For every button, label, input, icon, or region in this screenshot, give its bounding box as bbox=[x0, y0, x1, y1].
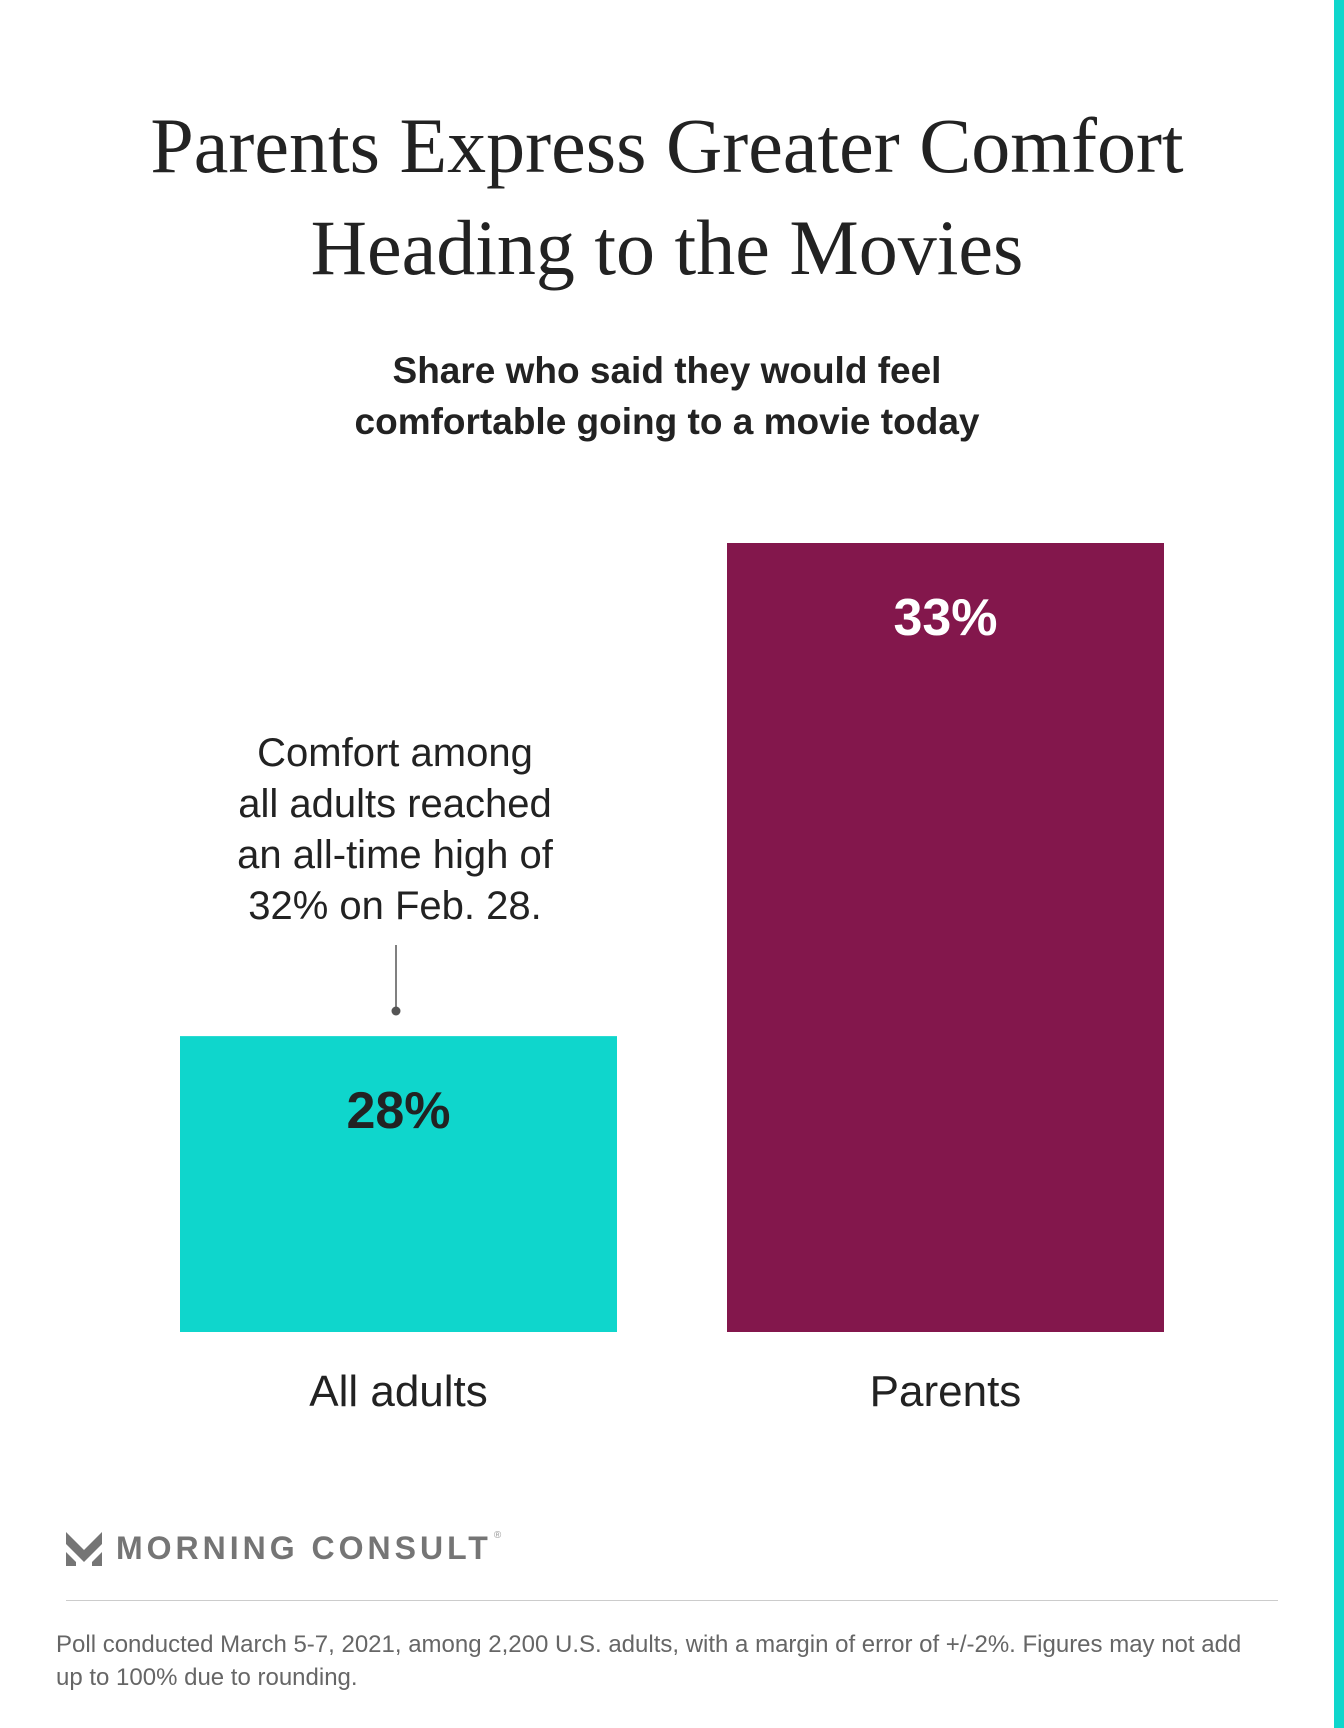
category-label: All adults bbox=[309, 1367, 488, 1416]
bar-parents bbox=[727, 543, 1164, 1332]
accent-stripe bbox=[1334, 0, 1344, 1728]
chart-subtitle: Share who said they would feel comfortab… bbox=[0, 345, 1334, 447]
brand-name: MORNING CONSULT bbox=[116, 1530, 492, 1566]
annotation: Comfort among all adults reached an all-… bbox=[195, 728, 595, 932]
chart-title: Parents Express Greater Comfort Heading … bbox=[0, 95, 1334, 299]
divider bbox=[66, 1600, 1278, 1601]
bar-all-adults bbox=[180, 1036, 617, 1332]
annotation-dot bbox=[391, 1006, 401, 1016]
value-label: 28% bbox=[346, 1082, 450, 1140]
title-line: Parents Express Greater Comfort bbox=[150, 102, 1184, 189]
annotation-line: 32% on Feb. 28. bbox=[248, 884, 542, 928]
title-line: Heading to the Movies bbox=[310, 204, 1024, 291]
annotation-line: an all-time high of bbox=[237, 833, 553, 877]
annotation-line: Comfort among bbox=[257, 731, 533, 775]
category-label: Parents bbox=[870, 1367, 1022, 1416]
value-label: 33% bbox=[893, 589, 997, 647]
brand-logo: MORNING CONSULT ® bbox=[66, 1530, 501, 1567]
subtitle-line: Share who said they would feel bbox=[392, 350, 942, 391]
subtitle-line: comfortable going to a movie today bbox=[354, 401, 980, 442]
morning-consult-chevron-icon bbox=[66, 1531, 102, 1566]
registered-mark: ® bbox=[493, 1530, 502, 1541]
annotation-line: all adults reached bbox=[238, 782, 552, 826]
footnote: Poll conducted March 5-7, 2021, among 2,… bbox=[56, 1631, 1242, 1691]
